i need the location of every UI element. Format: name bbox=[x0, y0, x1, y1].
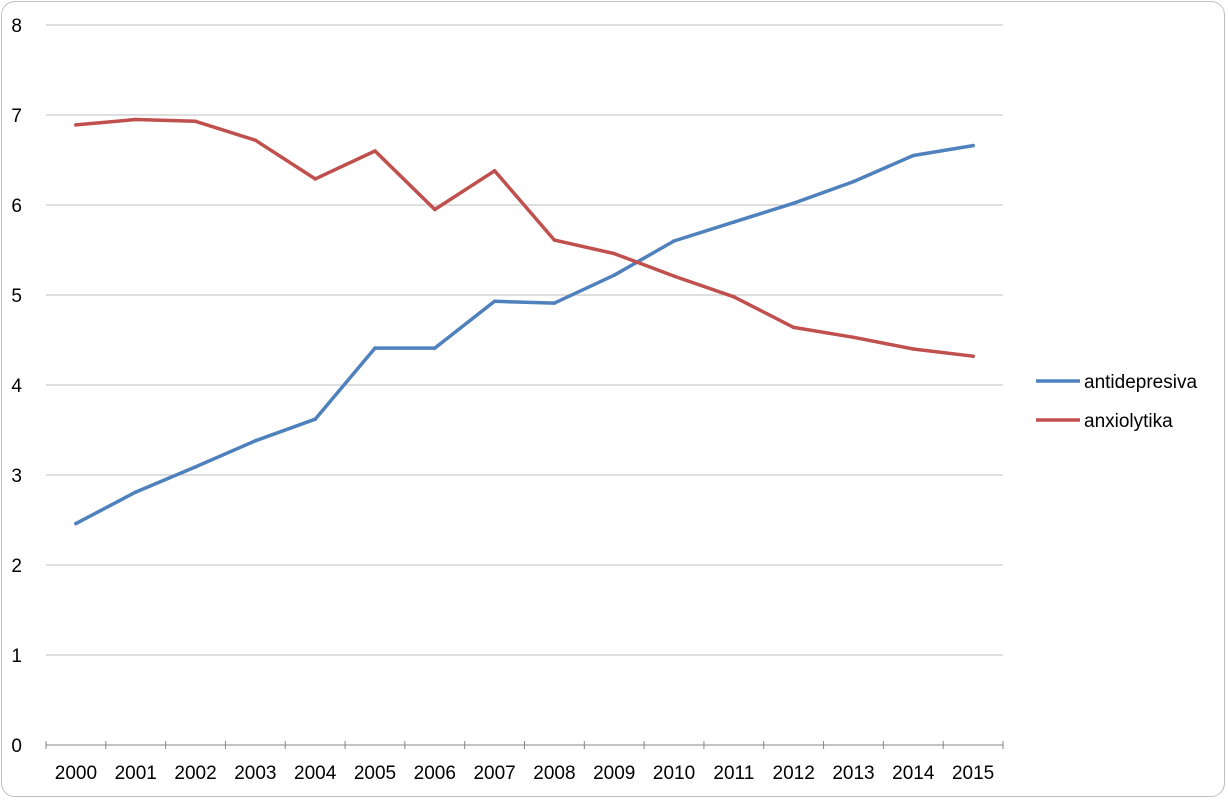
x-tick-label: 2008 bbox=[533, 763, 575, 784]
data-point-anxiolytika bbox=[193, 119, 198, 124]
y-tick-label: 5 bbox=[11, 286, 22, 307]
data-point-antidepresiva bbox=[732, 220, 736, 224]
y-tick-label: 8 bbox=[11, 16, 22, 37]
x-tick-label: 2003 bbox=[234, 763, 276, 784]
data-point-anxiolytika bbox=[672, 274, 676, 278]
x-tick-label: 2006 bbox=[414, 763, 456, 784]
data-point-anxiolytika bbox=[851, 335, 856, 340]
x-tick-label: 2002 bbox=[174, 763, 216, 784]
data-point-antidepresiva bbox=[432, 346, 437, 350]
x-tick-label: 2005 bbox=[354, 763, 396, 784]
x-tick-label: 2007 bbox=[473, 763, 515, 784]
y-tick-label: 1 bbox=[11, 646, 22, 667]
data-point-antidepresiva bbox=[672, 239, 676, 243]
series-line-anxiolytika bbox=[74, 117, 975, 358]
data-point-anxiolytika bbox=[732, 295, 736, 299]
data-point-antidepresiva bbox=[971, 143, 975, 148]
data-point-anxiolytika bbox=[133, 117, 138, 122]
data-point-antidepresiva bbox=[133, 490, 138, 494]
legend-label-antidepresiva: antidepresiva bbox=[1084, 372, 1197, 393]
x-tick-label: 2013 bbox=[832, 763, 874, 784]
data-point-antidepresiva bbox=[492, 299, 497, 304]
data-point-antidepresiva bbox=[373, 346, 377, 350]
data-point-anxiolytika bbox=[791, 325, 796, 330]
x-tick-label: 2014 bbox=[892, 763, 935, 784]
y-tick-label: 7 bbox=[11, 106, 22, 127]
data-point-anxiolytika bbox=[492, 169, 497, 173]
data-point-anxiolytika bbox=[313, 177, 317, 181]
series-lines bbox=[74, 117, 975, 526]
axes: 0 1 2 3 4 5 6 7 8 2000 2001 2002 2003 2004 2005 2006 200… bbox=[11, 16, 1004, 784]
y-tick-label: 6 bbox=[11, 196, 22, 217]
x-tick-label: 2000 bbox=[55, 763, 97, 784]
data-point-anxiolytika bbox=[971, 354, 975, 359]
x-tick-label: 2001 bbox=[115, 763, 157, 784]
data-point-anxiolytika bbox=[74, 123, 78, 127]
y-tick-label: 3 bbox=[11, 466, 22, 487]
legend-label-anxiolytika: anxiolytika bbox=[1084, 411, 1173, 432]
data-point-antidepresiva bbox=[851, 179, 856, 184]
data-point-anxiolytika bbox=[432, 207, 437, 212]
data-point-anxiolytika bbox=[552, 238, 557, 242]
data-point-antidepresiva bbox=[791, 201, 796, 205]
y-tick-label: 2 bbox=[11, 556, 22, 577]
data-point-anxiolytika bbox=[911, 347, 916, 351]
x-tick-label: 2015 bbox=[952, 763, 994, 784]
data-point-antidepresiva bbox=[313, 417, 317, 422]
data-point-antidepresiva bbox=[193, 465, 198, 469]
data-point-antidepresiva bbox=[911, 153, 916, 158]
x-tick-label: 2011 bbox=[713, 763, 754, 784]
data-point-antidepresiva bbox=[74, 521, 78, 526]
data-point-antidepresiva bbox=[253, 439, 258, 443]
x-tick-label: 2010 bbox=[653, 763, 695, 784]
data-point-antidepresiva bbox=[612, 273, 617, 278]
x-tick-label: 2012 bbox=[773, 763, 815, 784]
data-point-antidepresiva bbox=[552, 301, 557, 305]
data-point-anxiolytika bbox=[612, 251, 617, 256]
x-tick-label: 2009 bbox=[593, 763, 635, 784]
x-tick-label: 2004 bbox=[294, 763, 337, 784]
y-tick-label: 4 bbox=[11, 376, 22, 397]
data-point-anxiolytika bbox=[373, 149, 377, 153]
legend: antidepresiva anxiolytika bbox=[1036, 372, 1197, 432]
series-line-antidepresiva bbox=[74, 143, 975, 526]
data-point-anxiolytika bbox=[253, 138, 258, 142]
y-tick-label: 0 bbox=[11, 736, 22, 757]
